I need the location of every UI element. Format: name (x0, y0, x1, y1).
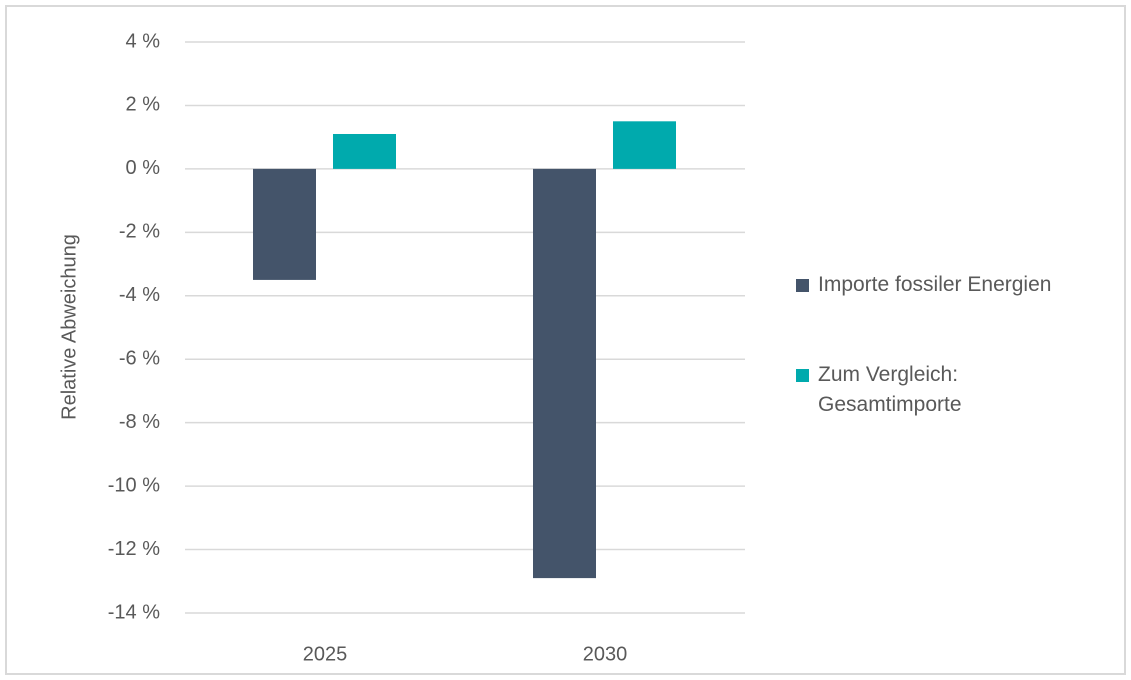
bar (613, 121, 676, 169)
y-tick-label: -4 % (119, 284, 160, 306)
y-tick-label: 4 % (126, 30, 161, 52)
y-tick-label: 0 % (126, 157, 161, 179)
legend-item: Zum Vergleich: Gesamtimporte (796, 360, 1016, 420)
legend-item: Importe fossiler Energien (796, 270, 1116, 300)
frame (5, 5, 1126, 675)
bar (333, 133, 396, 169)
x-tick-label: 2025 (303, 643, 348, 665)
y-tick-label: -6 % (119, 348, 160, 370)
x-tick-label: 2030 (583, 643, 628, 665)
y-tick-label: -10 % (108, 474, 160, 496)
bar (253, 168, 316, 280)
y-axis-label: Relative Abweichung (58, 234, 80, 420)
y-tick-label: -8 % (119, 411, 160, 433)
legend-label: Zum Vergleich: Gesamtimporte (818, 363, 962, 416)
legend-swatch (796, 279, 809, 292)
legend-swatch (796, 369, 809, 382)
y-tick-label: -14 % (108, 601, 160, 623)
bar (533, 168, 596, 579)
legend-label: Importe fossiler Energien (818, 273, 1052, 296)
y-tick-label: -2 % (119, 221, 160, 243)
y-tick-label: 2 % (126, 94, 161, 116)
y-tick-label: -12 % (108, 538, 160, 560)
